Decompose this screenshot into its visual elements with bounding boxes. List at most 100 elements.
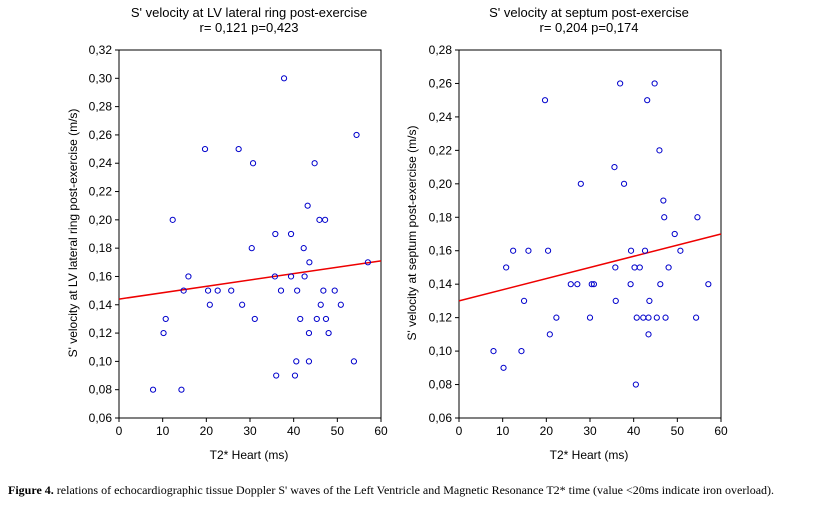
- right-x-tick-label: 20: [540, 424, 554, 438]
- left-data-point: [280, 75, 288, 82]
- right-data-point: [657, 281, 664, 288]
- left-data-point: [248, 245, 255, 252]
- right-data-point: [645, 314, 652, 321]
- left-x-tick-label: 20: [200, 424, 214, 438]
- right-data-point: [590, 281, 598, 288]
- right-data-point: [694, 214, 701, 221]
- left-data-point: [320, 287, 327, 294]
- right-data-point: [541, 97, 549, 104]
- right-data-point: [705, 281, 712, 288]
- left-y-tick-label: 0,22: [89, 185, 113, 199]
- left-data-point: [180, 287, 187, 294]
- right-data-point: [693, 314, 700, 321]
- left-data-point: [287, 230, 295, 238]
- left-data-point: [306, 259, 313, 266]
- left-data-point: [201, 145, 209, 153]
- right-x-tick-label: 10: [496, 424, 510, 438]
- right-data-point: [641, 247, 649, 254]
- left-data-point: [364, 259, 371, 266]
- left-data-point: [239, 301, 246, 308]
- left-chart: S' velocity at LV lateral ring post-exer…: [66, 5, 388, 462]
- right-plot-frame: [458, 49, 722, 419]
- right-data-point: [612, 264, 619, 271]
- left-x-tick-label: 40: [287, 424, 301, 438]
- right-chart: S' velocity at septum post-exercise r= 0…: [405, 5, 728, 462]
- left-y-tick-label: 0,24: [89, 156, 113, 170]
- right-data-point: [651, 80, 658, 87]
- left-data-point: [322, 315, 330, 323]
- right-data-point: [661, 214, 668, 221]
- left-y-axis-label: S' velocity at LV lateral ring post-exer…: [66, 109, 80, 358]
- left-data-point: [293, 358, 300, 365]
- right-data-point: [574, 281, 581, 288]
- left-x-tick-label: 0: [116, 424, 123, 438]
- left-chart-title: S' velocity at LV lateral ring post-exer…: [131, 5, 367, 20]
- right-data-point: [503, 264, 510, 271]
- left-y-tick-label: 0,10: [89, 354, 113, 368]
- right-x-tick-label: 0: [456, 424, 463, 438]
- right-data-point: [656, 147, 663, 154]
- right-x-axis-label: T2* Heart (ms): [550, 448, 629, 462]
- right-data-point: [490, 347, 497, 355]
- right-data-point: [677, 247, 684, 254]
- right-data-point: [518, 347, 525, 355]
- figure-caption-text: relations of echocardiographic tissue Do…: [53, 483, 775, 497]
- right-data-point: [553, 314, 560, 321]
- left-x-tick-label: 60: [374, 424, 388, 438]
- right-x-tick-label: 50: [671, 424, 685, 438]
- left-data-point: [206, 301, 213, 308]
- left-data-point: [301, 273, 308, 280]
- right-y-tick-label: 0,22: [429, 143, 453, 157]
- right-data-point: [500, 364, 507, 371]
- left-y-tick-label: 0,26: [89, 128, 113, 142]
- right-data-point: [586, 314, 594, 321]
- right-y-tick-label: 0,16: [429, 244, 453, 258]
- right-data-point: [620, 180, 628, 187]
- left-data-point: [313, 315, 320, 323]
- left-y-tick-label: 0,32: [89, 43, 113, 57]
- left-y-tick-label: 0,12: [89, 326, 113, 340]
- left-chart-stats: r= 0,121 p=0,423: [199, 20, 298, 35]
- left-data-point: [277, 287, 285, 294]
- left-data-point: [325, 329, 332, 337]
- left-data-point: [160, 329, 167, 337]
- left-data-point: [178, 386, 185, 393]
- right-y-tick-label: 0,20: [429, 177, 453, 191]
- left-data-point: [322, 216, 329, 223]
- right-y-tick-label: 0,14: [429, 277, 453, 291]
- left-data-point: [249, 160, 257, 167]
- right-x-tick-label: 40: [627, 424, 641, 438]
- right-data-point: [588, 281, 595, 288]
- left-data-point: [305, 329, 313, 337]
- right-y-tick-label: 0,26: [429, 76, 453, 90]
- right-x-tick-label: 60: [714, 424, 728, 438]
- right-data-point: [612, 297, 619, 305]
- right-y-tick-label: 0,24: [429, 110, 453, 124]
- left-data-point: [273, 372, 280, 379]
- left-data-point: [271, 273, 278, 280]
- right-data-point: [617, 80, 624, 87]
- left-x-tick-label: 30: [243, 424, 257, 438]
- right-data-point: [636, 264, 643, 271]
- right-data-point: [611, 163, 618, 171]
- left-data-point: [294, 287, 301, 294]
- left-data-point: [305, 358, 313, 365]
- left-y-tick-label: 0,08: [89, 383, 113, 397]
- left-data-point: [169, 216, 176, 223]
- right-data-point: [662, 314, 669, 321]
- left-data-point: [185, 273, 192, 280]
- left-data-point: [228, 287, 235, 294]
- left-y-tick-label: 0,28: [89, 100, 113, 114]
- right-data-point: [627, 247, 635, 254]
- right-data-point: [510, 247, 517, 254]
- right-chart-title: S' velocity at septum post-exercise: [489, 5, 689, 20]
- right-data-point: [645, 331, 652, 338]
- left-data-point: [297, 315, 304, 323]
- left-y-tick-label: 0,16: [89, 269, 113, 283]
- right-y-tick-label: 0,08: [429, 378, 453, 392]
- right-data-point: [644, 97, 651, 104]
- left-data-point: [317, 301, 324, 308]
- left-data-point: [149, 386, 157, 393]
- right-plot-area: 0 10 20 30 40 50 60 0,06 0,08 0,10 0,12 0,14 0,16 0,1…: [429, 43, 728, 438]
- left-data-point: [311, 160, 318, 167]
